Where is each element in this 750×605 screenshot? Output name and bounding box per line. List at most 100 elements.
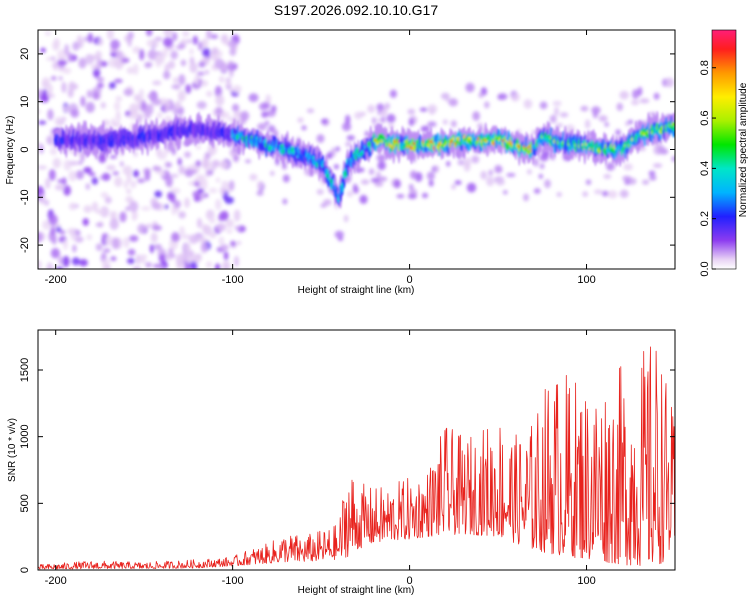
noise-speck (127, 114, 137, 119)
noise-speck (119, 161, 124, 167)
halo-speck (615, 129, 621, 136)
noise-speck (110, 256, 117, 262)
colorbar (711, 29, 737, 270)
noise-speck (56, 226, 62, 233)
noise-speck (40, 94, 50, 103)
y-tick-label: 1000 (19, 424, 31, 448)
noise-speck (139, 48, 145, 61)
noise-speck (178, 165, 186, 175)
noise-speck (132, 169, 140, 178)
halo-speck (591, 106, 601, 115)
halo-speck (442, 119, 448, 125)
colorbar-tick-label: 0.0 (699, 261, 711, 276)
halo-speck (268, 125, 276, 133)
noise-speck (133, 150, 138, 157)
noise-speck (44, 31, 52, 36)
noise-speck (152, 80, 162, 86)
noise-speck (101, 263, 111, 269)
noise-speck (80, 96, 86, 107)
noise-speck (83, 166, 92, 174)
noise-speck (50, 75, 57, 81)
halo-speck (446, 161, 451, 167)
x-tick-label: 100 (577, 274, 595, 286)
noise-speck (137, 178, 146, 184)
halo-speck (408, 118, 414, 127)
noise-speck (113, 78, 123, 84)
noise-speck (132, 266, 142, 269)
noise-speck (218, 75, 225, 83)
halo-speck (506, 173, 516, 177)
noise-speck (228, 61, 234, 72)
noise-speck (167, 60, 176, 70)
noise-speck (82, 218, 89, 226)
halo-speck (616, 102, 624, 111)
noise-speck (181, 234, 191, 240)
noise-speck (202, 225, 213, 236)
noise-speck (91, 177, 99, 185)
noise-speck (129, 235, 139, 242)
noise-speck (221, 180, 229, 187)
noise-speck (226, 78, 231, 87)
noise-speck (101, 172, 111, 181)
noise-speck (39, 193, 45, 205)
noise-speck (201, 38, 209, 49)
noise-speck (152, 225, 162, 231)
noise-speck (61, 116, 67, 122)
halo-speck (538, 173, 543, 179)
noise-speck (197, 71, 205, 76)
halo-speck (523, 193, 529, 202)
halo-speck (368, 168, 375, 175)
halo-speck (607, 190, 618, 199)
noise-speck (100, 192, 109, 198)
noise-speck (83, 205, 92, 214)
noise-speck (178, 211, 186, 219)
noise-speck (83, 36, 89, 42)
noise-speck (208, 187, 218, 194)
halo-speck (261, 111, 268, 118)
halo-speck (248, 93, 259, 102)
noise-speck (184, 242, 191, 254)
noise-speck (184, 151, 191, 158)
noise-speck (189, 48, 194, 55)
noise-speck (212, 159, 220, 168)
noise-speck (177, 90, 186, 102)
noise-speck (184, 168, 194, 178)
noise-speck (100, 102, 107, 109)
noise-speck (188, 234, 199, 244)
noise-speck (233, 110, 243, 118)
noise-speck (110, 39, 120, 50)
noise-speck (206, 30, 212, 40)
noise-speck (154, 190, 162, 198)
noise-speck (95, 243, 103, 251)
halo-speck (316, 134, 325, 143)
noise-speck (218, 236, 225, 246)
noise-speck (109, 218, 119, 230)
noise-speck (88, 172, 96, 177)
heatmap-x-axis-title: Height of straight line (km) (298, 285, 415, 296)
halo-speck (408, 183, 414, 190)
noise-speck (123, 88, 134, 97)
halo-speck (428, 179, 434, 187)
noise-speck (115, 50, 124, 60)
halo-speck (652, 163, 663, 169)
noise-speck (144, 62, 152, 69)
noise-speck (207, 143, 218, 156)
noise-speck (137, 115, 142, 125)
noise-speck (48, 214, 58, 226)
noise-speck (198, 41, 203, 51)
noise-speck (92, 91, 100, 100)
noise-speck (70, 228, 76, 241)
noise-speck (54, 116, 64, 126)
halo-speck (463, 162, 471, 172)
noise-speck (126, 171, 132, 184)
halo-speck (480, 170, 488, 180)
halo-speck (584, 119, 591, 129)
noise-speck (74, 236, 84, 243)
noise-speck (133, 94, 141, 101)
snr-plot-frame (37, 329, 676, 571)
halo-speck (435, 165, 440, 173)
halo-speck (495, 166, 503, 173)
spectrogram-heatmap (38, 30, 675, 269)
noise-speck (153, 244, 162, 250)
